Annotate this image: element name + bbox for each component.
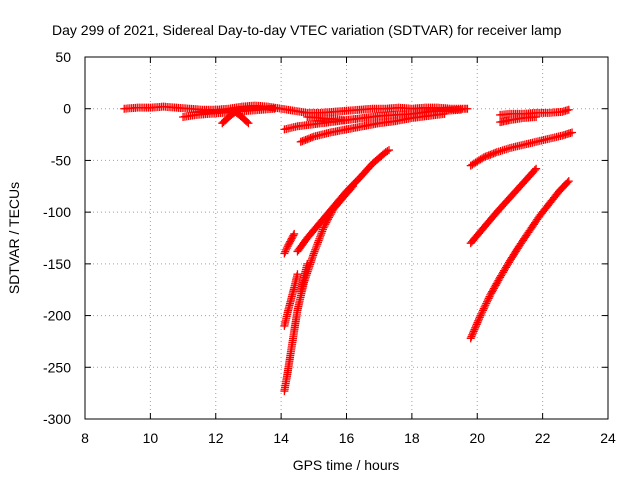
data-point (483, 297, 492, 306)
data-point (311, 243, 320, 252)
y-tick-label: -50 (51, 152, 71, 168)
series-3 (218, 107, 253, 128)
data-point (568, 128, 577, 137)
series-11 (293, 146, 393, 256)
data-point (314, 236, 323, 245)
data-point (478, 306, 487, 315)
data-point (470, 325, 479, 334)
data-point (484, 294, 493, 303)
data-point (339, 116, 348, 125)
data-point (318, 227, 327, 236)
data-point (290, 229, 299, 238)
data-point (468, 329, 477, 338)
data-point (532, 164, 541, 173)
data-point (309, 249, 318, 258)
data-point (467, 332, 476, 341)
data-point (564, 105, 573, 114)
x-tick-label: 10 (143, 430, 159, 446)
series-10 (280, 182, 358, 396)
data-point (282, 244, 291, 253)
data-point (312, 242, 321, 251)
y-tick-label: 50 (55, 49, 71, 65)
x-tick-label: 20 (469, 430, 485, 446)
data-point (564, 177, 573, 186)
data-point (479, 304, 488, 313)
series-6 (303, 112, 348, 125)
data-points (120, 101, 577, 396)
x-tick-label: 8 (81, 430, 89, 446)
data-point (471, 323, 480, 332)
data-point (532, 112, 541, 121)
data-point (318, 225, 327, 234)
data-point (468, 330, 477, 339)
data-point (244, 119, 253, 128)
series-8 (280, 270, 302, 330)
data-point (270, 104, 279, 113)
axis-ticks: 8 10 12 14 16 18 20 22 24 50 0 -50 -100 -150 -200 -250 -… (43, 49, 616, 446)
data-point (293, 270, 302, 279)
data-point (471, 322, 480, 331)
x-tick-label: 14 (273, 430, 289, 446)
data-point (478, 308, 487, 317)
data-point (282, 245, 291, 254)
data-point (472, 320, 481, 329)
series-13 (466, 164, 541, 248)
data-point (475, 313, 484, 322)
y-tick-label: -300 (43, 411, 71, 427)
data-point (316, 232, 325, 241)
y-tick-label: -100 (43, 204, 71, 220)
chart-title: Day 299 of 2021, Sidereal Day-to-day VTE… (52, 22, 562, 38)
data-point (483, 296, 492, 305)
data-point (469, 327, 478, 336)
x-tick-label: 22 (535, 430, 551, 446)
data-point (466, 334, 475, 343)
y-tick-label: -150 (43, 256, 71, 272)
data-point (243, 117, 252, 126)
data-point (474, 316, 483, 325)
data-point (384, 146, 393, 155)
series-16 (496, 112, 541, 127)
series-7 (280, 229, 299, 258)
data-point (476, 311, 485, 320)
x-tick-label: 12 (208, 430, 224, 446)
data-point (311, 245, 320, 254)
data-point (319, 223, 328, 232)
y-tick-label: -250 (43, 359, 71, 375)
data-point (477, 309, 486, 318)
data-point (456, 105, 465, 114)
series-14 (466, 177, 573, 343)
data-point (383, 147, 392, 156)
data-point (482, 299, 491, 308)
data-point (315, 234, 324, 243)
data-point (281, 247, 290, 256)
y-tick-label: 0 (63, 101, 71, 117)
data-point (317, 229, 326, 238)
x-tick-label: 16 (339, 430, 355, 446)
data-point (314, 238, 323, 247)
data-point (289, 231, 298, 240)
data-point (313, 240, 322, 249)
data-point (485, 292, 494, 301)
data-point (481, 301, 490, 310)
data-point (320, 221, 329, 230)
x-axis-label: GPS time / hours (293, 457, 400, 473)
x-tick-label: 18 (404, 430, 420, 446)
data-point (463, 104, 472, 113)
data-point (530, 166, 539, 175)
data-point (310, 247, 319, 256)
data-point (563, 178, 572, 187)
data-point (473, 318, 482, 327)
series-12 (466, 128, 577, 170)
data-point (440, 109, 449, 118)
data-point (280, 249, 289, 258)
data-point (475, 315, 484, 324)
y-axis-label: SDTVAR / TECUs (6, 182, 22, 294)
x-tick-label: 24 (600, 430, 616, 446)
y-tick-label: -200 (43, 308, 71, 324)
data-point (316, 231, 325, 240)
series-5 (296, 109, 449, 146)
data-point (480, 302, 489, 311)
